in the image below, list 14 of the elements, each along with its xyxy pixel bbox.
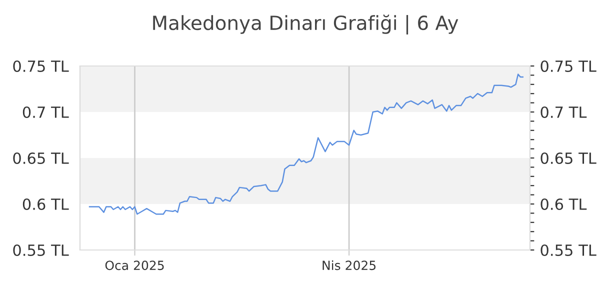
y-tick-label: 0.6 TL xyxy=(22,198,69,210)
y2-tick-label: 0.6 TL xyxy=(540,198,587,210)
y-tick-label: 0.65 TL xyxy=(13,152,69,164)
y-tick-label: 0.7 TL xyxy=(22,106,69,118)
chart-title: Makedonya Dinarı Grafiği | 6 Ay xyxy=(153,14,458,34)
x-tick-label: Nis 2025 xyxy=(322,260,376,270)
y-tick-label: 0.75 TL xyxy=(13,60,69,72)
y2-tick-label: 0.7 TL xyxy=(540,106,587,118)
line-series xyxy=(88,74,524,215)
y-tick-label: 0.55 TL xyxy=(13,244,69,256)
y2-tick-label: 0.55 TL xyxy=(540,244,596,256)
x-tick-label: Oca 2025 xyxy=(105,260,164,270)
y2-tick-label: 0.75 TL xyxy=(540,60,596,72)
y2-tick-label: 0.65 TL xyxy=(540,152,596,164)
